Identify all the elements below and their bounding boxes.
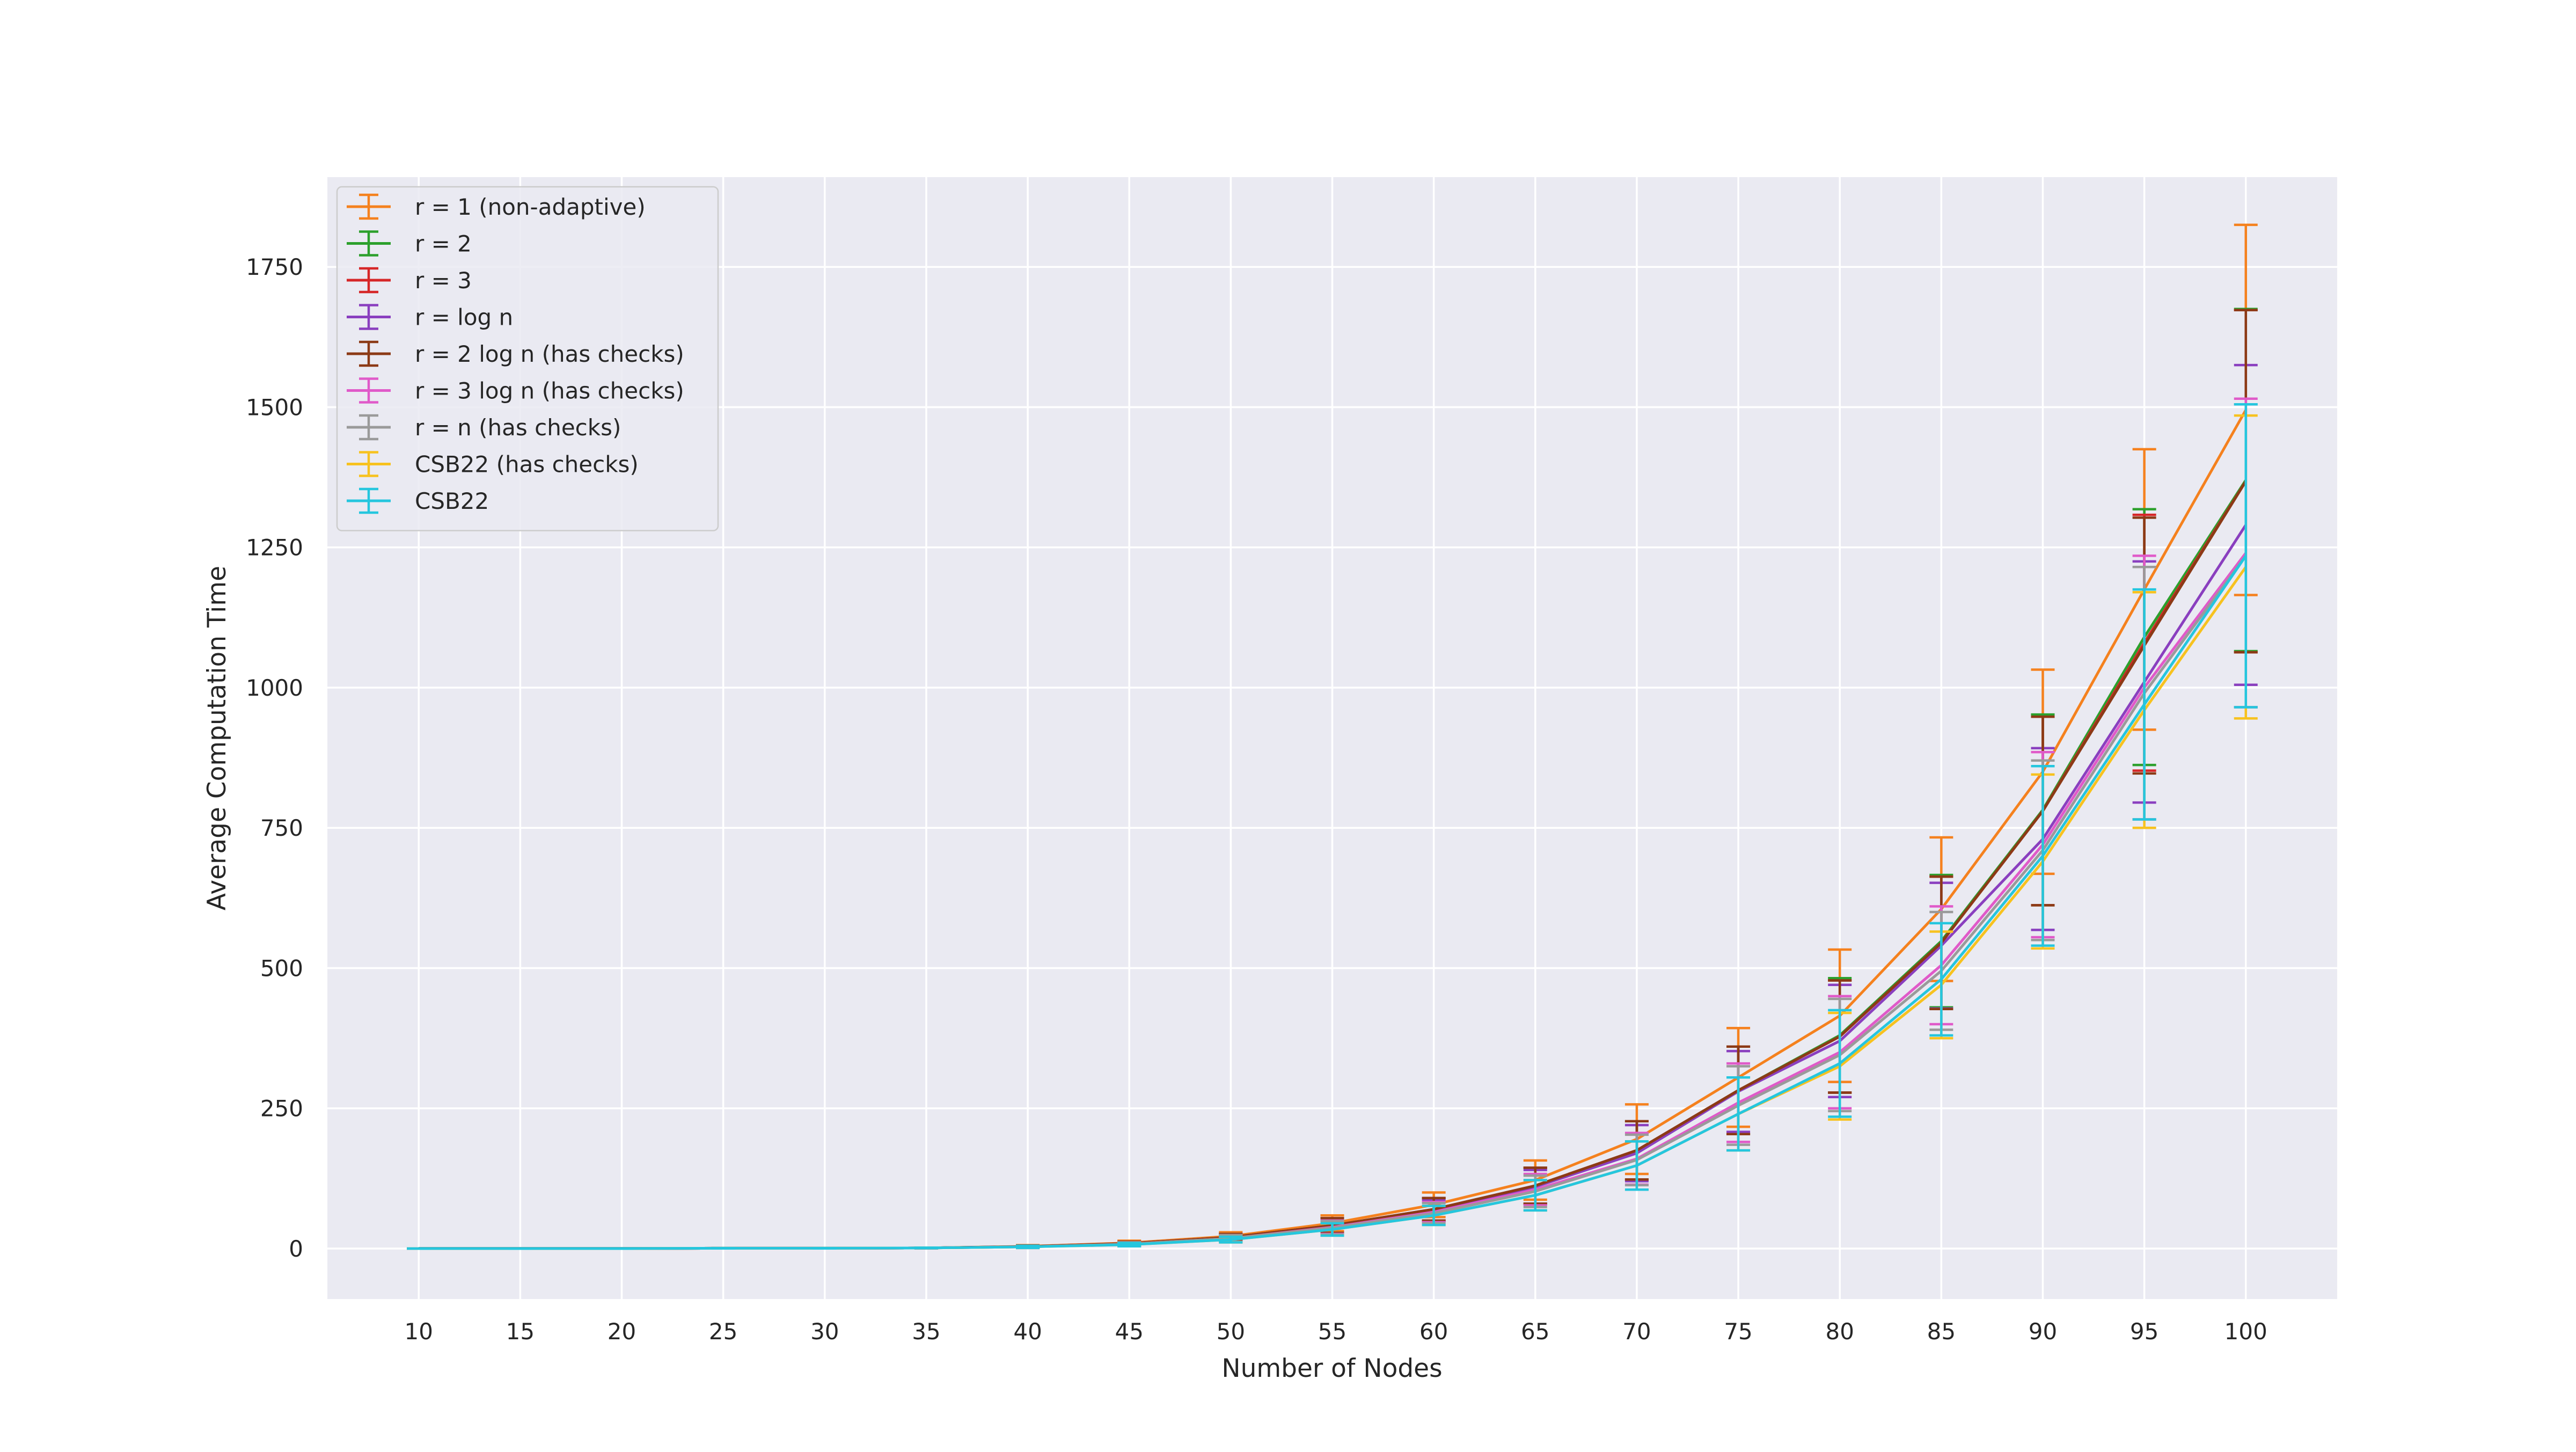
y-tick-label: 1250 [246, 535, 303, 561]
x-tick-label: 30 [810, 1318, 839, 1345]
x-tick-label: 70 [1622, 1318, 1651, 1345]
legend-item: r = 1 (non-adaptive) [347, 193, 646, 220]
legend-label: r = 3 log n (has checks) [415, 378, 684, 404]
x-tick-label: 15 [506, 1318, 535, 1345]
x-tick-label: 75 [1724, 1318, 1752, 1345]
x-tick-label: 85 [1927, 1318, 1956, 1345]
y-tick-label: 1500 [246, 394, 303, 420]
legend-frame [336, 186, 719, 531]
legend-item: CSB22 [347, 487, 489, 514]
x-tick-label: 90 [2029, 1318, 2057, 1345]
series-line [419, 554, 2247, 1250]
legend-item: r = 3 [347, 267, 472, 294]
y-axis-label: Average Computation Time [202, 566, 232, 910]
x-tick-label: 50 [1217, 1318, 1245, 1345]
y-tick-label: 750 [260, 815, 303, 841]
legend-label: r = 3 [415, 267, 472, 294]
series [407, 223, 2258, 1250]
x-tick-label: 55 [1318, 1318, 1346, 1345]
x-tick-label: 35 [912, 1318, 940, 1345]
legend: r = 1 (non-adaptive) r = 2 r = 3 r = log n r… [336, 186, 719, 531]
x-tick-label: 45 [1115, 1318, 1143, 1345]
ticks: 10 15 20 25 30 35 40 45 50 55 60 65 70 75 80 85 90 95 1000… [246, 254, 2267, 1345]
y-tick-label: 250 [260, 1096, 303, 1122]
legend-item: r = 2 log n (has checks) [347, 340, 684, 367]
legend-label: r = 1 (non-adaptive) [415, 194, 646, 220]
x-tick-label: 40 [1013, 1318, 1042, 1345]
legend-item: CSB22 (has checks) [347, 451, 639, 478]
legend-item: r = n (has checks) [347, 414, 621, 441]
x-tick-label: 10 [405, 1318, 433, 1345]
x-axis-label: Number of Nodes [1221, 1354, 1442, 1383]
legend-label: r = n (has checks) [415, 414, 621, 441]
x-tick-label: 20 [608, 1318, 636, 1345]
legend-item: r = log n [347, 304, 513, 331]
x-tick-label: 60 [1419, 1318, 1448, 1345]
x-tick-label: 25 [709, 1318, 737, 1345]
legend-label: CSB22 (has checks) [415, 451, 639, 478]
legend-label: r = 2 log n (has checks) [415, 341, 684, 367]
series-8 [407, 403, 2258, 1250]
legend-label: r = log n [415, 304, 513, 331]
y-tick-label: 1000 [246, 675, 303, 701]
x-tick-label: 80 [1825, 1318, 1854, 1345]
y-tick-label: 500 [260, 955, 303, 981]
y-tick-label: 0 [289, 1236, 303, 1262]
legend-item: r = 3 log n (has checks) [347, 377, 684, 404]
x-tick-label: 100 [2224, 1318, 2267, 1345]
x-tick-label: 65 [1521, 1318, 1549, 1345]
legend-item: r = 2 [347, 230, 472, 257]
y-tick-label: 1750 [246, 254, 303, 280]
legend-label: CSB22 [415, 488, 489, 514]
x-tick-label: 95 [2130, 1318, 2158, 1345]
legend-label: r = 2 [415, 231, 472, 257]
